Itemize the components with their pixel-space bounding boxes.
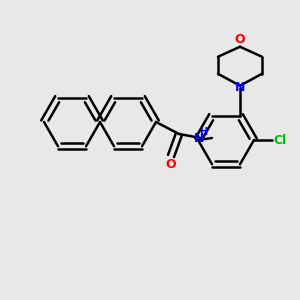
Text: Cl: Cl <box>273 134 286 146</box>
Text: N: N <box>235 81 245 94</box>
Text: O: O <box>235 33 245 46</box>
Text: H: H <box>199 127 207 137</box>
Text: N: N <box>194 133 204 146</box>
Text: O: O <box>166 158 176 170</box>
